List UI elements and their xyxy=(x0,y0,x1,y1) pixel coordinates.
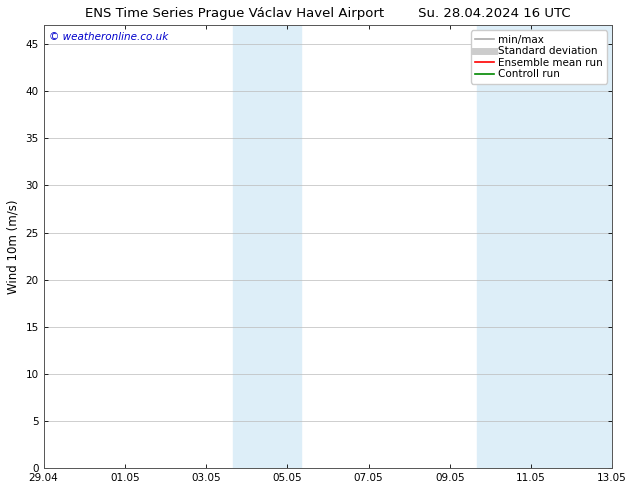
Bar xyxy=(477,25,612,468)
Text: © weatheronline.co.uk: © weatheronline.co.uk xyxy=(49,32,169,42)
Y-axis label: Wind 10m (m/s): Wind 10m (m/s) xyxy=(7,199,20,294)
Title: ENS Time Series Prague Václav Havel Airport        Su. 28.04.2024 16 UTC: ENS Time Series Prague Václav Havel Airp… xyxy=(85,7,571,20)
Legend: min/max, Standard deviation, Ensemble mean run, Controll run: min/max, Standard deviation, Ensemble me… xyxy=(471,30,607,83)
Bar xyxy=(233,25,301,468)
